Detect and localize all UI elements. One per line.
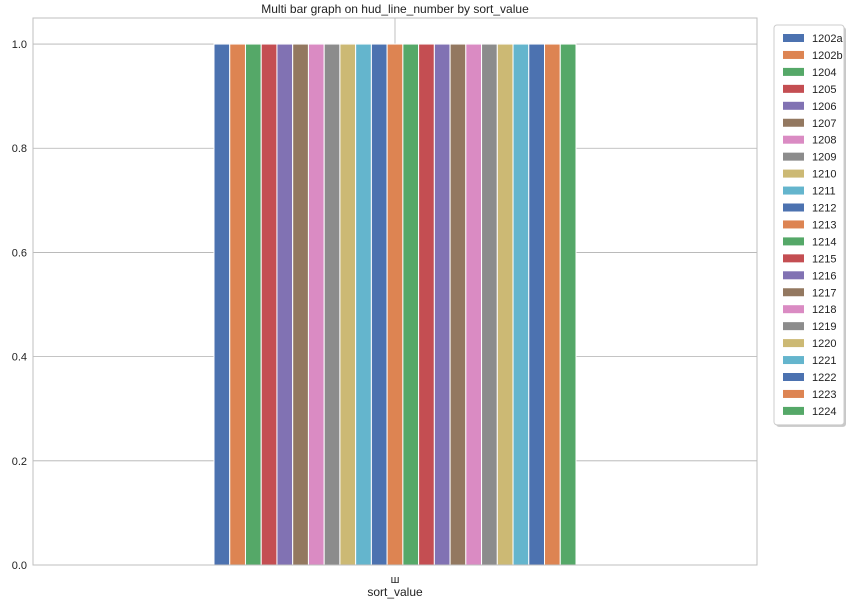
bar-1202b: [229, 43, 246, 566]
bar-1207: [292, 43, 309, 566]
legend-label: 1205: [812, 84, 836, 96]
bar-1223: [544, 43, 561, 566]
legend-label: 1209: [812, 152, 836, 164]
legend-swatch-1205: [783, 84, 804, 93]
legend-label: 1213: [812, 219, 836, 231]
y-tick-label: 0.4: [12, 352, 27, 364]
bar-1205: [260, 43, 278, 566]
legend-swatch-1219: [783, 322, 804, 331]
legend-swatch-1208: [783, 135, 804, 144]
legend-label: 1215: [812, 253, 836, 265]
legend-swatch-1204: [783, 67, 804, 76]
legend-swatch-1202b: [783, 50, 804, 59]
legend-swatch-1216: [783, 271, 804, 280]
legend-label: 1216: [812, 270, 836, 282]
bar-1212: [370, 43, 388, 566]
legend-label: 1220: [812, 338, 836, 350]
plot-frame: [32, 17, 758, 566]
x-axis-title: sort_value: [367, 585, 423, 599]
chart-title: Multi bar graph on hud_line_number by so…: [261, 2, 529, 16]
bar-1202a: [213, 43, 231, 566]
bar-1209: [323, 43, 341, 566]
legend-label: 1222: [812, 372, 836, 384]
legend-swatch-1220: [783, 339, 804, 348]
legend-label: 1219: [812, 321, 836, 333]
legend-label: 1207: [812, 118, 836, 130]
legend-label: 1202a: [812, 33, 843, 45]
x-tick-label: ш: [391, 574, 400, 586]
legend-label: 1221: [812, 355, 836, 367]
bar-1218: [465, 43, 483, 566]
legend-swatch-1212: [783, 203, 804, 212]
legend-swatch-1217: [783, 288, 804, 297]
legend-swatch-1222: [783, 373, 804, 381]
legend-label: 1211: [812, 186, 836, 198]
legend-label: 1214: [812, 236, 836, 248]
bar-1204: [244, 43, 262, 566]
legend-swatch-1223: [783, 389, 804, 398]
bars: [213, 43, 577, 566]
bar-1222: [528, 43, 546, 566]
bar-1206: [276, 43, 294, 566]
legend-swatch-1210: [783, 169, 804, 178]
bar-1220: [496, 43, 514, 566]
legend-swatch-1202a: [783, 34, 804, 42]
legend-label: 1218: [812, 304, 836, 316]
legend-swatch-1221: [783, 356, 804, 365]
legend: 1202a 1202b 1204 1205 1206 1207 1208 1209 1210 12…: [773, 24, 846, 427]
bar-1211: [355, 43, 372, 566]
legend-swatch-1215: [783, 254, 804, 263]
legend-label: 1204: [812, 67, 836, 79]
legend-label: 1210: [812, 169, 836, 181]
y-tick-label: 0.2: [12, 456, 27, 468]
bar-1224: [559, 43, 577, 566]
y-tick-label: 0.8: [12, 143, 27, 155]
legend-label: 1206: [812, 101, 836, 113]
legend-swatch-1224: [783, 406, 804, 415]
bar-1213: [386, 43, 404, 566]
y-tick-label: 0.0: [12, 560, 27, 572]
bar-1210: [339, 43, 357, 566]
legend-label: 1212: [812, 203, 836, 215]
legend-swatch-1213: [783, 220, 804, 229]
axes: 0.0 0.2 0.4 0.6 0.8 1.0 ш: [12, 17, 758, 586]
bar-1221: [512, 43, 530, 566]
bar-1216: [433, 43, 451, 566]
y-tick-label: 1.0: [12, 39, 27, 51]
legend-swatch-1218: [783, 305, 804, 314]
legend-label: 1208: [812, 135, 836, 147]
y-tick-label: 0.6: [12, 247, 27, 259]
legend-swatch-1207: [783, 118, 804, 127]
bar-1214: [402, 43, 420, 566]
legend-label: 1217: [812, 287, 836, 299]
bar-1219: [481, 43, 498, 566]
bar-1215: [418, 43, 435, 566]
legend-swatch-1214: [783, 237, 804, 246]
legend-label: 1223: [812, 389, 836, 401]
legend-swatch-1209: [783, 152, 804, 161]
legend-label: 1224: [812, 406, 836, 418]
bar-1208: [307, 43, 325, 566]
legend-swatch-1211: [783, 186, 804, 195]
bar-1217: [449, 43, 467, 566]
legend-swatch-1206: [783, 101, 804, 110]
legend-label: 1202b: [812, 50, 843, 62]
